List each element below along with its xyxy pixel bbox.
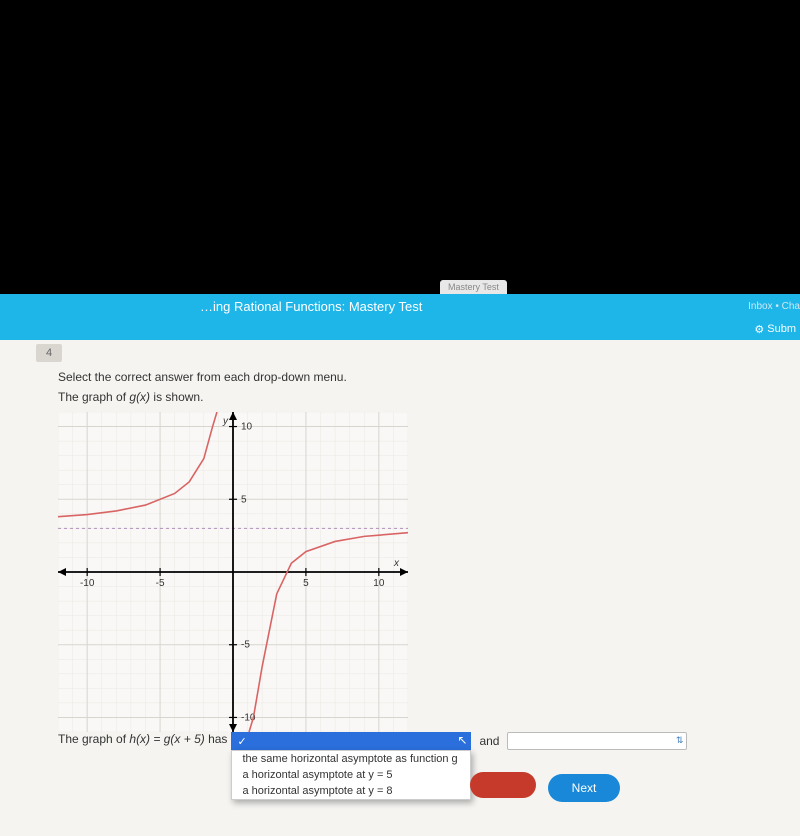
dropdown-2[interactable]: ⇅ (507, 732, 687, 750)
next-button[interactable]: Next (548, 774, 620, 802)
and-text: and (479, 732, 499, 748)
svg-text:-5: -5 (241, 640, 250, 651)
prompt-text: The graph of g(x) is shown. (58, 390, 800, 404)
svg-text:x: x (393, 558, 400, 569)
submit-button[interactable]: ⚙ Subm (754, 323, 800, 336)
question-number-badge: 4 (36, 344, 62, 362)
cursor-icon: ↖ (457, 733, 467, 747)
header-bar: …ing Rational Functions: Mastery Test In… (0, 294, 800, 318)
svg-text:5: 5 (303, 578, 309, 589)
dropdown-option[interactable]: a horizontal asymptote at y = 5 (232, 767, 470, 783)
instruction-text: Select the correct answer from each drop… (58, 370, 800, 384)
dropdown-1[interactable]: ✓ ↖ the same horizontal asymptote as fun… (231, 732, 471, 800)
graph-plot: -10-5510-10-5510yx (58, 412, 408, 732)
svg-text:10: 10 (241, 422, 253, 433)
svg-text:5: 5 (241, 494, 247, 505)
inbox-link[interactable]: Inbox • Cha (748, 301, 800, 312)
svg-text:-10: -10 (80, 578, 95, 589)
dropdown-option[interactable]: a horizontal asymptote at y = 8 (232, 783, 470, 799)
gear-icon: ⚙ (754, 323, 764, 336)
svg-text:y: y (222, 416, 229, 427)
dropdown-option[interactable]: the same horizontal asymptote as functio… (232, 751, 470, 767)
browser-tab[interactable]: Mastery Test (440, 280, 507, 294)
check-icon: ✓ (237, 735, 246, 748)
page-title: …ing Rational Functions: Mastery Test (200, 299, 422, 314)
dropdown-1-selected[interactable]: ✓ ↖ (231, 732, 471, 750)
dropdown-1-options: the same horizontal asymptote as functio… (231, 750, 471, 800)
chevron-updown-icon: ⇅ (676, 735, 684, 746)
svg-text:10: 10 (373, 578, 385, 589)
svg-text:-5: -5 (156, 578, 165, 589)
reset-button[interactable] (470, 772, 536, 798)
